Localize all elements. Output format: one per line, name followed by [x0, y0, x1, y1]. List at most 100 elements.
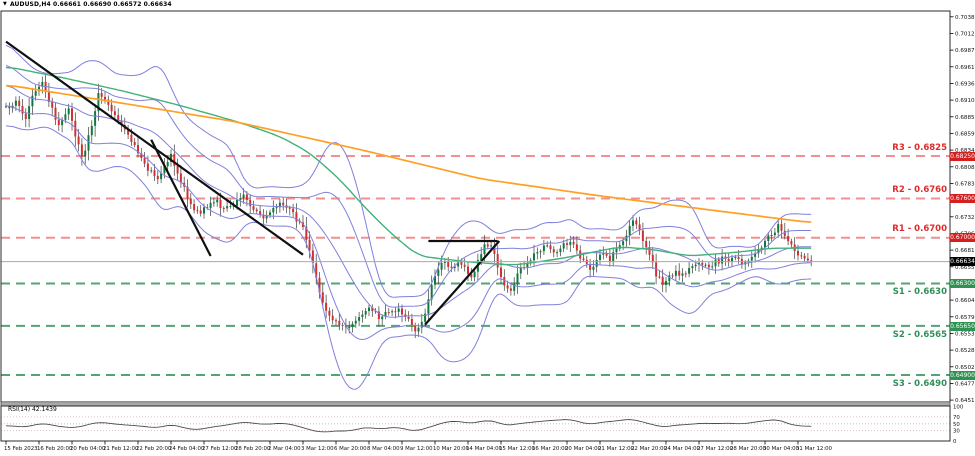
candle-down	[71, 108, 73, 121]
candle-up	[440, 263, 443, 270]
candle-up	[364, 311, 367, 315]
candle-down	[589, 263, 592, 270]
candle-up	[770, 235, 773, 236]
candle-up	[704, 264, 707, 266]
candle-down	[800, 255, 803, 257]
symbol-marker-icon[interactable]: ▼	[3, 1, 7, 7]
candle-up	[64, 114, 67, 120]
time-label: 21 Feb 12:00	[103, 446, 139, 452]
candle-up	[681, 273, 684, 276]
price-tick-label: 0.68085	[955, 165, 975, 171]
candle-up	[516, 273, 519, 285]
rsi-scale-label: 70	[953, 415, 960, 421]
level-label-r1: R1 - 0.6700	[892, 224, 947, 234]
candle-down	[467, 266, 469, 274]
candle-down	[572, 241, 575, 245]
time-label: 27 Mar 12:00	[697, 446, 734, 452]
candle-up	[757, 249, 760, 254]
bb-middle	[5, 85, 812, 318]
candle-down	[100, 93, 103, 97]
candle-down	[146, 163, 149, 171]
candle-down	[47, 91, 50, 102]
candle-down	[707, 264, 710, 268]
candle-up	[750, 256, 753, 261]
candle-down	[377, 311, 380, 320]
candle-down	[311, 250, 314, 264]
candle-down	[331, 315, 334, 321]
candle-down	[255, 209, 258, 212]
candle-down	[127, 129, 130, 135]
candle-up	[41, 81, 44, 87]
candle-up	[533, 253, 535, 261]
rsi-scale-label: 0	[953, 439, 957, 445]
candle-up	[612, 252, 615, 262]
time-label: 15 Mar 12:00	[499, 446, 536, 452]
candle-down	[176, 165, 179, 174]
trendline-downtrend-steep	[150, 139, 212, 257]
candle-down	[493, 245, 496, 254]
candle-up	[688, 268, 691, 274]
candle-down	[130, 134, 133, 142]
candle-down	[470, 273, 473, 278]
time-label: 21 Mar 12:00	[598, 446, 635, 452]
candle-up	[239, 198, 242, 200]
time-label: 8 Mar 04:00	[367, 446, 400, 452]
candle-down	[401, 308, 403, 315]
candle-up	[443, 261, 446, 263]
candle-down	[582, 258, 585, 260]
candle-down	[107, 99, 110, 105]
candle-up	[170, 153, 172, 162]
bollinger-bands	[5, 44, 812, 390]
candle-up	[229, 205, 232, 207]
candle-down	[661, 276, 664, 285]
candle-down	[790, 241, 793, 245]
candle-up	[721, 256, 724, 264]
candle-up	[628, 225, 631, 236]
candle-down	[387, 312, 390, 313]
candle-down	[608, 255, 611, 262]
candle-up	[5, 106, 7, 108]
candle-up	[275, 207, 278, 209]
pane-separator[interactable]	[0, 401, 951, 407]
candle-down	[460, 261, 463, 265]
candle-up	[773, 232, 776, 236]
candle-down	[196, 210, 199, 212]
candle-down	[133, 142, 136, 145]
candle-up	[559, 248, 562, 253]
ma-orange	[5, 84, 812, 223]
candle-up	[513, 284, 516, 291]
candle-down	[137, 145, 139, 154]
rsi-pane	[1, 416, 950, 433]
candle-down	[410, 318, 413, 326]
candle-down	[506, 285, 509, 289]
candle-down	[199, 210, 202, 214]
candle-down	[374, 311, 377, 313]
bb-lower-1	[5, 105, 812, 340]
candle-up	[519, 267, 522, 274]
candle-up	[665, 281, 667, 285]
candle-down	[80, 144, 83, 157]
candle-up	[424, 313, 427, 322]
price-badge-s3: 0.64900	[950, 370, 975, 380]
time-label: 20 Mar 04:00	[565, 446, 602, 452]
time-label: 22 Mar 20:00	[631, 446, 668, 452]
price-badge-r3: 0.68250	[950, 151, 975, 161]
candle-down	[117, 115, 120, 121]
candle-down	[325, 302, 328, 311]
candle-up	[61, 119, 64, 126]
candle-down	[787, 236, 790, 242]
time-label: 10 Mar 20:00	[433, 446, 470, 452]
level-label-s2: S2 - 0.6565	[892, 330, 947, 340]
candle-up	[595, 260, 598, 267]
rsi-pane-border	[0, 405, 951, 442]
candle-up	[417, 327, 420, 332]
level-label-s1: S1 - 0.6630	[892, 287, 947, 297]
trendline-triangle-support	[424, 240, 501, 326]
rsi-scale-label: 50	[953, 422, 960, 428]
